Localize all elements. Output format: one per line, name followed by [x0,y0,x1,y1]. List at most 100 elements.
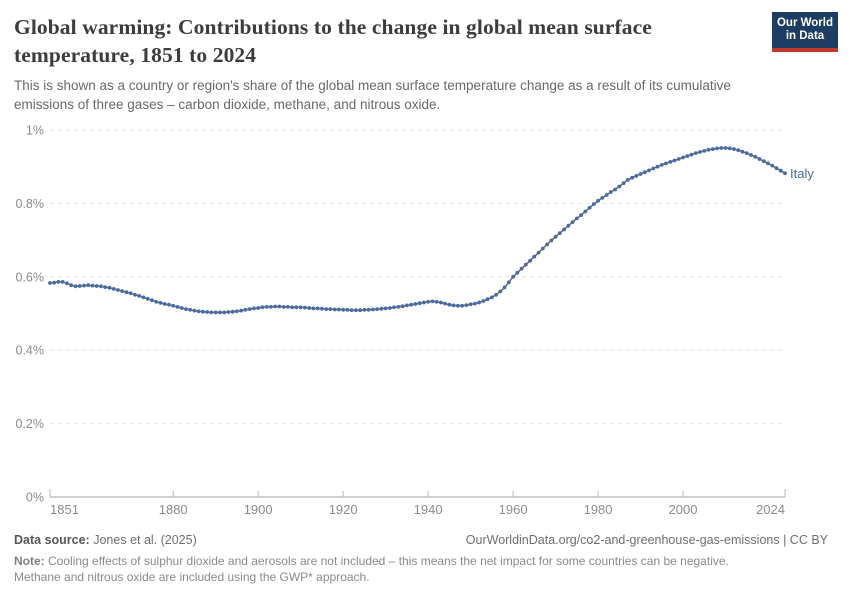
data-point-1877[interactable] [158,301,163,305]
data-point-1957[interactable] [498,289,503,294]
data-point-1882[interactable] [179,306,184,310]
data-point-1975[interactable] [574,216,579,221]
data-point-1932[interactable] [392,305,396,310]
data-point-1907[interactable] [286,305,290,309]
data-point-1889[interactable] [209,310,214,315]
data-point-1921[interactable] [345,307,350,312]
data-point-1920[interactable] [341,307,346,312]
data-point-2003[interactable] [693,151,698,156]
data-point-1989[interactable] [634,174,639,178]
data-point-1994[interactable] [655,164,660,169]
data-point-1884[interactable] [188,307,193,312]
data-point-1941[interactable] [430,299,435,304]
data-point-1916[interactable] [324,307,329,311]
data-point-1924[interactable] [358,308,362,313]
data-point-2008[interactable] [715,146,719,151]
owid-logo[interactable]: Our World in Data [772,12,838,52]
data-point-1956[interactable] [494,292,498,297]
data-point-1919[interactable] [337,307,341,312]
data-point-2012[interactable] [732,147,736,152]
data-point-1974[interactable] [570,220,575,225]
data-point-1869[interactable] [124,290,129,295]
data-point-1901[interactable] [260,305,265,310]
data-point-1986[interactable] [621,181,626,186]
data-point-1903[interactable] [269,305,273,309]
data-point-1984[interactable] [613,187,617,192]
data-point-2010[interactable] [723,146,728,150]
data-point-1936[interactable] [409,302,413,307]
data-point-1973[interactable] [566,223,571,228]
data-point-1969[interactable] [549,238,554,243]
data-point-1964[interactable] [528,258,532,263]
data-point-1998[interactable] [672,158,677,163]
data-point-2022[interactable] [774,166,779,171]
data-point-1906[interactable] [281,305,286,309]
data-point-1987[interactable] [625,178,630,182]
data-point-1864[interactable] [103,285,108,289]
data-point-1967[interactable] [540,246,545,251]
data-point-1983[interactable] [608,190,613,194]
data-point-1934[interactable] [400,304,405,309]
data-point-1978[interactable] [587,205,592,210]
data-point-1892[interactable] [222,310,227,315]
data-point-1904[interactable] [273,304,278,309]
data-point-1886[interactable] [196,309,201,314]
data-point-1866[interactable] [111,287,116,291]
data-point-2002[interactable] [689,152,694,157]
data-point-2007[interactable] [710,147,715,152]
data-point-1954[interactable] [485,297,490,302]
data-point-1933[interactable] [396,305,401,309]
data-point-1888[interactable] [205,310,210,314]
data-point-1949[interactable] [464,303,469,307]
data-point-1976[interactable] [579,213,583,218]
data-point-1878[interactable] [162,302,167,306]
data-point-1913[interactable] [311,306,316,311]
data-point-1918[interactable] [332,307,337,312]
data-point-1899[interactable] [252,306,256,311]
data-point-1883[interactable] [184,307,188,311]
data-point-1979[interactable] [591,202,596,207]
data-point-1972[interactable] [562,227,566,232]
data-point-1897[interactable] [243,307,248,312]
data-point-1928[interactable] [375,307,379,311]
data-point-1985[interactable] [617,184,622,189]
data-point-1948[interactable] [460,303,464,308]
data-point-1910[interactable] [298,305,303,310]
data-point-1909[interactable] [294,305,299,310]
data-point-2021[interactable] [770,163,775,168]
data-point-1860[interactable] [86,283,91,288]
data-point-2000[interactable] [681,155,685,160]
data-point-1857[interactable] [73,284,78,289]
data-point-1999[interactable] [676,157,681,161]
data-point-1947[interactable] [456,303,460,308]
data-point-1980[interactable] [596,198,600,203]
data-point-1872[interactable] [137,294,142,298]
data-point-1853[interactable] [56,280,61,284]
data-point-1912[interactable] [307,306,312,310]
data-point-1937[interactable] [413,302,418,306]
data-point-1950[interactable] [468,302,473,307]
data-point-1971[interactable] [557,231,562,236]
data-point-2017[interactable] [753,154,758,159]
data-point-1867[interactable] [116,288,120,292]
data-point-1990[interactable] [638,172,643,176]
data-point-1938[interactable] [417,301,422,306]
data-point-1856[interactable] [69,283,74,288]
data-point-1851[interactable] [48,281,52,285]
data-point-1940[interactable] [426,299,430,304]
data-point-1944[interactable] [443,301,447,306]
data-point-1870[interactable] [128,291,133,296]
data-point-2016[interactable] [749,153,753,157]
data-point-1865[interactable] [107,285,112,290]
data-point-1935[interactable] [405,303,409,308]
data-point-2011[interactable] [727,146,732,151]
data-point-2020[interactable] [766,161,770,166]
data-point-1891[interactable] [218,310,222,315]
data-point-1960[interactable] [511,274,515,279]
data-point-1963[interactable] [523,262,528,267]
data-point-1914[interactable] [315,306,320,311]
data-point-1858[interactable] [77,284,82,288]
data-point-1873[interactable] [141,295,146,300]
data-point-1955[interactable] [489,295,494,300]
